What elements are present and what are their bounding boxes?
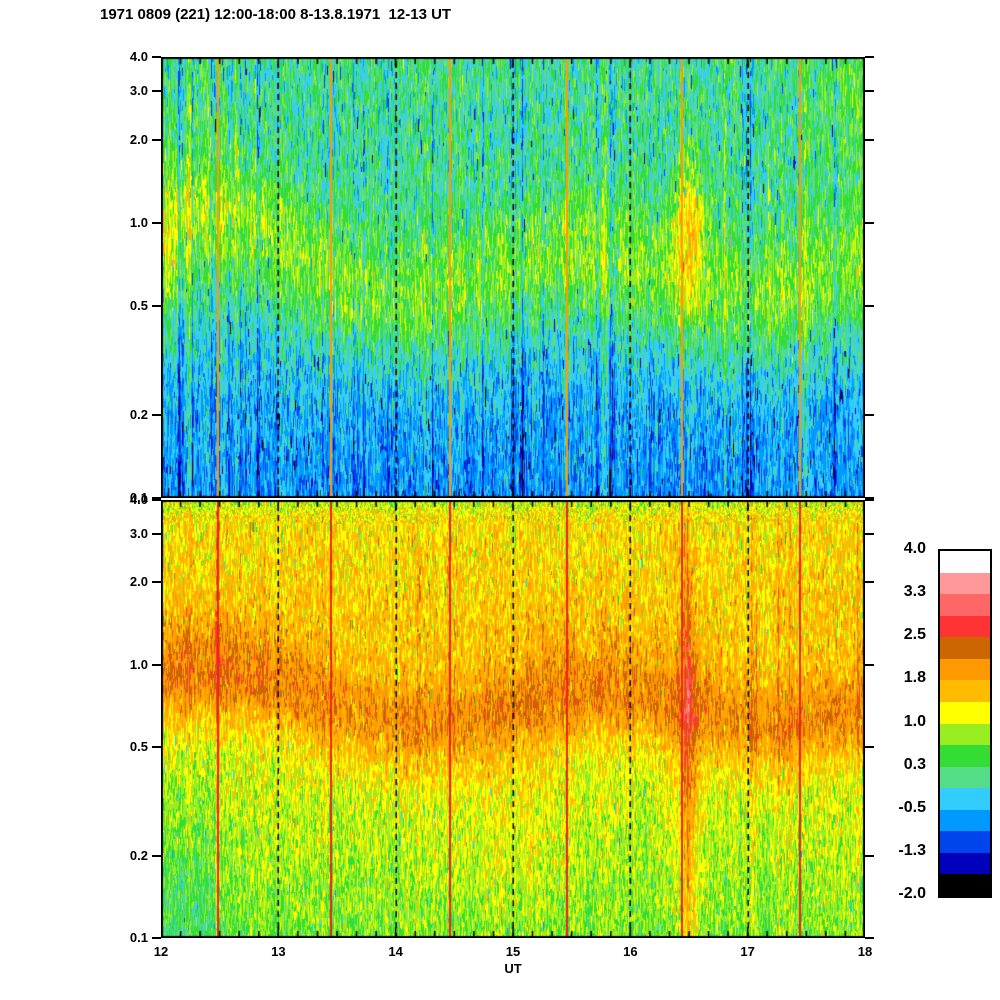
x-tick-label: 15 <box>505 944 521 959</box>
y-tick-right <box>865 854 874 857</box>
colorbar-segment <box>940 615 990 638</box>
x-axis-title: UT <box>504 961 522 976</box>
colorbar-segment <box>940 701 990 724</box>
colorbar-tick-label: 0.3 <box>903 755 926 773</box>
colorbar-segment <box>940 788 990 810</box>
y-tick-left <box>152 304 161 307</box>
colorbar <box>938 549 992 898</box>
y-tick-left <box>152 745 161 748</box>
y-tick-label: 0.1 <box>129 930 148 945</box>
y-tick-label: 4.0 <box>129 49 148 64</box>
y-tick-right <box>865 499 874 501</box>
y-tick-label: 3.0 <box>129 83 148 99</box>
y-tick-left <box>152 533 161 536</box>
y-tick-left <box>152 221 161 224</box>
y-tick-label: 0.5 <box>129 297 148 313</box>
y-tick-label: 0.2 <box>129 847 148 863</box>
y-tick-left <box>152 497 161 499</box>
y-tick-right <box>865 663 874 666</box>
y-tick-left <box>152 56 161 58</box>
x-tick-label: 13 <box>271 944 286 959</box>
colorbar-segment <box>940 745 990 767</box>
y-tick-right <box>865 90 874 93</box>
y-tick-label: 1.0 <box>129 214 148 230</box>
colorbar-tick-label: -2.0 <box>898 885 926 902</box>
y-tick-label: 4.0 <box>129 492 148 507</box>
y-tick-right <box>865 56 874 58</box>
colorbar-segment <box>940 572 990 595</box>
y-tick-left <box>152 138 161 141</box>
colorbar-segment <box>940 874 990 896</box>
colorbar-tick-label: 4.0 <box>903 540 926 557</box>
colorbar-tick-label: -0.5 <box>898 798 926 816</box>
y-tick-label: 0.2 <box>129 407 148 423</box>
spectrogram-panel-top <box>161 57 865 498</box>
colorbar-segment <box>940 658 990 681</box>
y-tick-left <box>152 937 161 939</box>
colorbar-segment <box>940 809 990 832</box>
y-tick-right <box>865 414 874 417</box>
x-tick-label: 14 <box>388 944 403 959</box>
y-tick-left <box>152 663 161 666</box>
y-tick-left <box>152 499 161 501</box>
colorbar-segment <box>940 680 990 702</box>
colorbar-segment <box>940 831 990 853</box>
colorbar-segment <box>940 637 990 659</box>
y-tick-label: 2.0 <box>129 131 148 147</box>
colorbar-segment <box>940 723 990 746</box>
x-tick-label: 16 <box>623 944 638 959</box>
colorbar-tick-label: -1.3 <box>898 841 926 859</box>
y-tick-label: 0.1 <box>129 490 148 505</box>
y-tick-left <box>152 854 161 857</box>
chart-title: 1971 0809 (221) 12:00-18:00 8-13.8.1971 … <box>100 6 452 23</box>
colorbar-segment <box>940 551 990 573</box>
x-tick-label: 12 <box>153 944 169 959</box>
y-tick-left <box>152 90 161 93</box>
y-tick-right <box>865 138 874 141</box>
y-tick-right <box>865 745 874 748</box>
y-tick-right <box>865 221 874 224</box>
colorbar-segment <box>940 766 990 789</box>
colorbar-segment <box>940 852 990 875</box>
y-tick-right <box>865 533 874 536</box>
spectrogram-panel-bottom <box>161 500 865 938</box>
colorbar-tick-label: 2.5 <box>903 626 926 644</box>
y-tick-label: 1.0 <box>129 656 148 672</box>
x-tick-label: 18 <box>857 944 873 959</box>
y-tick-right <box>865 581 874 584</box>
y-tick-label: 3.0 <box>129 526 148 542</box>
y-tick-label: 0.5 <box>129 738 148 754</box>
y-tick-left <box>152 414 161 417</box>
y-tick-right <box>865 304 874 307</box>
y-tick-left <box>152 581 161 584</box>
y-tick-right <box>865 497 874 499</box>
colorbar-tick-label: 1.8 <box>903 669 926 687</box>
x-tick-label: 17 <box>740 944 755 959</box>
colorbar-segment <box>940 594 990 616</box>
colorbar-tick-label: 3.3 <box>903 583 926 601</box>
y-tick-label: 2.0 <box>129 574 148 590</box>
y-tick-right <box>865 937 874 939</box>
colorbar-tick-label: 1.0 <box>903 712 926 730</box>
